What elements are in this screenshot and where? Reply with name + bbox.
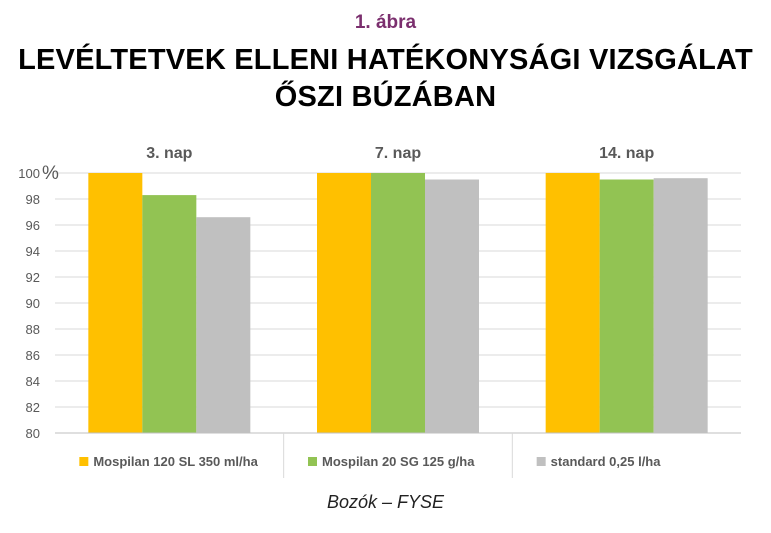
y-tick-label: 90 <box>26 296 40 311</box>
y-tick-label: 84 <box>26 374 40 389</box>
category-label: 7. nap <box>375 145 421 162</box>
bar <box>196 217 251 433</box>
legend-label: Mospilan 20 SG 125 g/ha <box>322 454 475 469</box>
y-tick-label: 96 <box>26 218 40 233</box>
y-tick-label: 92 <box>26 270 40 285</box>
legend-swatch <box>308 457 317 466</box>
y-unit-label: % <box>42 163 59 184</box>
chart-title: LEVÉLTETVEK ELLENI HATÉKONYSÁGI VIZSGÁLA… <box>0 42 771 116</box>
bar <box>599 179 654 433</box>
legend-swatch <box>536 457 546 466</box>
source-credit: Bozók – FYSE <box>326 492 445 512</box>
y-tick-label: 82 <box>26 400 40 415</box>
chart-title-line-2: ŐSZI BÚZÁBAN <box>274 81 497 113</box>
legend-label: Mospilan 120 SL 350 ml/ha <box>93 454 258 469</box>
bar <box>371 173 425 433</box>
chart-title-line-1: LEVÉLTETVEK ELLENI HATÉKONYSÁGI VIZSGÁLA… <box>18 44 753 76</box>
legend-swatch <box>79 457 89 466</box>
bar <box>425 179 479 433</box>
bar <box>545 173 600 433</box>
y-tick-label: 98 <box>26 192 40 207</box>
y-tick-label: 94 <box>26 244 40 259</box>
y-tick-label: 100 <box>18 166 40 181</box>
bar <box>653 178 708 433</box>
bar <box>88 173 143 433</box>
legend-label: standard 0,25 l/ha <box>551 454 662 469</box>
y-tick-label: 86 <box>26 348 40 363</box>
category-label: 3. nap <box>146 145 192 162</box>
bar <box>142 195 197 433</box>
y-tick-label: 88 <box>26 322 40 337</box>
category-label: 14. nap <box>599 145 654 162</box>
figure-label: 1. ábra <box>354 12 417 33</box>
bar <box>317 173 371 433</box>
y-tick-label: 80 <box>26 426 40 441</box>
